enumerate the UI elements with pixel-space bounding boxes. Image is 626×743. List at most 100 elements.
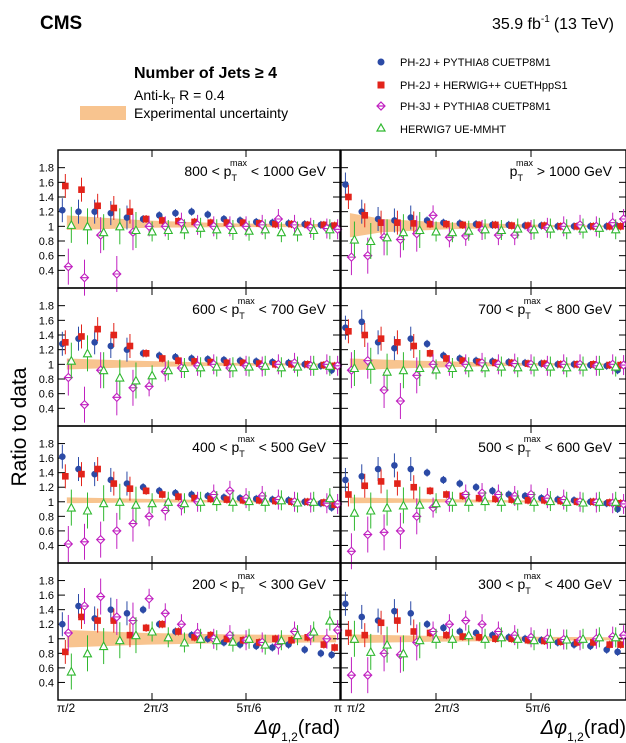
point-ph3j-pythia8 [332,499,343,509]
point-ph2j-pythia8 [423,469,431,476]
panel-label: 800 < pTmax < 1000 GeV [184,158,326,183]
point-ph2j-pythia8 [456,480,464,487]
point-herwig7 [431,226,441,236]
point-ph2j-herwigpp [492,221,499,229]
point-herwig7 [147,226,158,236]
point-herwig7 [480,633,490,643]
point-herwig7 [578,633,588,643]
y-tick-label: 1.2 [39,482,54,494]
point-ph2j-pythia8 [91,470,98,478]
point-herwig7 [131,629,141,640]
point-ph2j-herwigpp [62,648,69,656]
point-ph2j-herwigpp [126,631,134,639]
point-herwig7 [82,648,93,658]
point-herwig7 [324,224,335,234]
point-herwig7 [227,224,238,235]
point-ph3j-pythia8 [477,619,487,629]
point-ph2j-herwigpp [223,635,231,643]
y-tick-label: 1.8 [39,163,54,175]
point-herwig7 [131,224,141,235]
point-ph2j-herwigpp [110,331,118,339]
point-herwig7 [365,235,376,246]
x-ticks-right: π/2 2π/3 5π/6 [347,701,551,715]
panel-top-right: pTmax > 1000 GeV [340,149,626,289]
point-ph2j-herwigpp [331,644,338,651]
point-ph3j-pythia8 [460,615,471,626]
point-ph2j-pythia8 [328,651,335,659]
panel-bottom-right: 300 < pTmax < 400 GeV [340,562,626,701]
point-ph3j-pythia8 [444,619,455,629]
legend-label-3: HERWIG7 UE-MMHT [400,124,506,136]
point-ph2j-herwigpp [304,221,311,229]
point-herwig7 [114,496,125,506]
point-ph3j-pythia8 [63,539,74,549]
point-ph3j-pythia8 [225,486,235,496]
point-herwig7 [324,360,335,370]
point-ph3j-pythia8 [362,670,373,680]
point-herwig7 [480,362,490,372]
point-ph2j-herwigpp [541,360,548,367]
point-ph2j-herwigpp [508,222,516,229]
legend-label-0: PH-2J + PYTHIA8 CUETP8M1 [400,57,551,69]
point-ph2j-pythia8 [269,644,276,651]
lumi-value: 35.9 fb [492,16,541,33]
legend-marker-diamond [376,101,386,111]
point-herwig7 [349,234,360,244]
point-herwig7 [195,633,206,643]
point-herwig7 [244,633,254,643]
point-ph2j-pythia8 [301,646,308,653]
point-ph3j-pythia8 [346,546,357,557]
y-tick-label: 1 [48,359,54,371]
point-ph2j-herwigpp [361,331,369,339]
point-ph2j-pythia8 [204,211,212,218]
point-herwig7 [211,361,222,371]
point-herwig7 [496,632,507,642]
panel-label: 400 < pTmax < 500 GeV [192,434,327,459]
panel-label-suffix: > 1000 GeV [533,163,613,179]
point-ph2j-pythia8 [107,606,115,613]
point-herwig7 [211,635,222,645]
panel-label-sup: max [524,434,542,444]
point-ph2j-herwigpp [94,202,101,210]
luminosity-label: 35.9 fb-1 (13 TeV) [492,14,614,33]
panel-label-prefix: 600 < p [192,301,239,317]
y-tick-label: 0.4 [39,403,54,415]
point-ph2j-herwigpp [126,342,134,350]
point-ph2j-pythia8 [59,206,66,214]
y-tick-label: 1 [48,634,54,646]
point-herwig7 [463,225,474,235]
point-herwig7 [227,362,238,372]
point-herwig7 [276,635,287,645]
point-herwig7 [82,221,93,231]
point-herwig7 [98,498,109,508]
point-ph2j-herwigpp [94,617,101,624]
y-tick-label: 0.8 [39,511,54,523]
point-herwig7 [561,224,572,234]
point-herwig7 [398,648,409,658]
point-herwig7 [512,223,523,233]
point-ph2j-pythia8 [107,342,115,350]
point-herwig7 [114,635,125,645]
point-ph2j-herwigpp [158,620,166,628]
point-ph3j-pythia8 [112,612,122,622]
point-herwig7 [414,362,425,373]
point-herwig7 [382,232,393,242]
point-herwig7 [463,496,474,506]
y-tick-label: 1.8 [39,439,54,451]
point-herwig7 [260,360,271,370]
point-ph2j-herwigpp [78,186,85,193]
point-herwig7 [610,632,621,642]
point-ph2j-herwigpp [207,358,215,366]
point-ph2j-herwigpp [239,219,247,226]
point-ph2j-pythia8 [91,339,98,346]
point-ph2j-herwigpp [541,222,548,229]
point-herwig7 [398,500,409,510]
point-herwig7 [244,361,254,371]
point-herwig7 [179,224,190,234]
point-herwig7 [147,498,158,508]
x-tick-right-0: π/2 [347,701,366,715]
panel-label-prefix: 200 < p [192,576,239,592]
panel-label-sup: max [230,158,248,168]
y-tick-label: 1.4 [39,192,54,204]
point-herwig7 [114,221,125,231]
